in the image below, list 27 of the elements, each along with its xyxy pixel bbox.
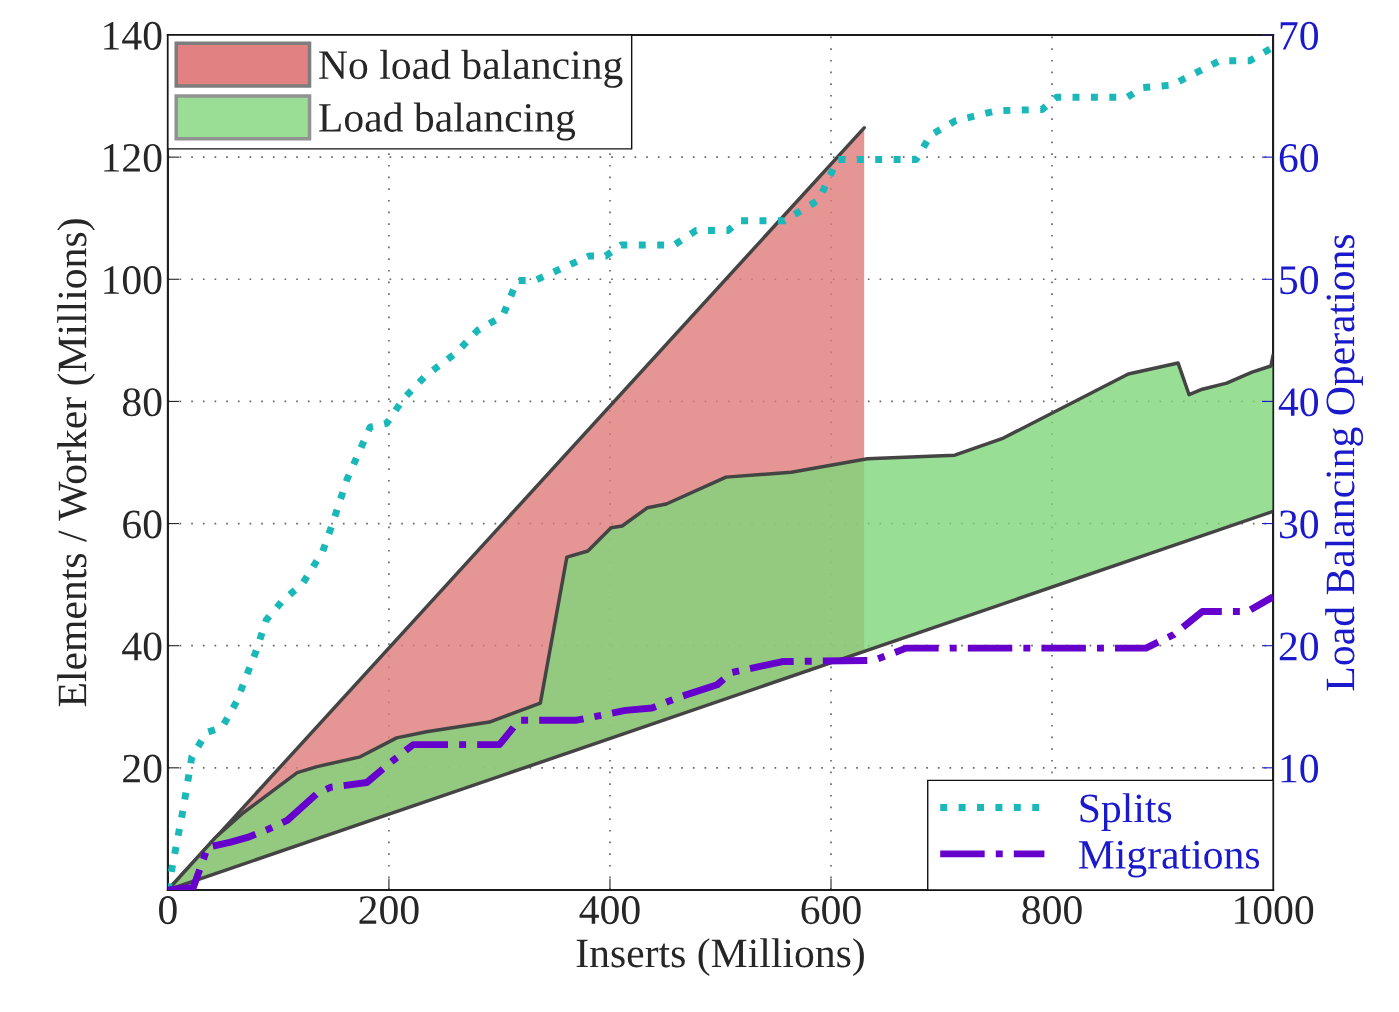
legend-label: Migrations	[1078, 840, 1260, 878]
y-tick-label: 20	[123, 754, 162, 783]
x-axis-title: Inserts (Millions)	[576, 938, 864, 976]
y-tick-label: 60	[123, 510, 162, 539]
y2-tick-label: 40	[1278, 388, 1319, 417]
x-tick-label: 0	[159, 896, 177, 925]
y2-tick-label: 20	[1279, 632, 1319, 661]
legend-label: Splits	[1080, 793, 1172, 831]
x-tick-label: 800	[1022, 896, 1082, 925]
y2-tick-label: 50	[1280, 266, 1319, 295]
y2-tick-label: 60	[1279, 143, 1319, 173]
y2-tick-label: 30	[1279, 510, 1319, 539]
x-tick-label: 200	[359, 896, 419, 925]
y-tick-label: 40	[122, 632, 162, 661]
y-axis-title: Elements / Worker (Millions)	[57, 219, 95, 707]
y-tick-label: 80	[122, 388, 162, 417]
y-tick-label: 120	[104, 143, 162, 173]
y-tick-label: 140	[104, 21, 162, 50]
y2-axis-title: Load Balancing Operations	[1325, 234, 1364, 691]
legend-label: No load balancing	[319, 49, 623, 88]
y2-tick-label: 10	[1281, 754, 1319, 783]
y2-tick-label: 70	[1280, 21, 1319, 50]
x-tick-label: 600	[801, 896, 861, 925]
legend-label: Load balancing	[319, 102, 576, 141]
y-tick-label: 100	[104, 266, 162, 295]
x-tick-label: 400	[579, 896, 640, 925]
x-tick-label: 1000	[1235, 896, 1314, 925]
